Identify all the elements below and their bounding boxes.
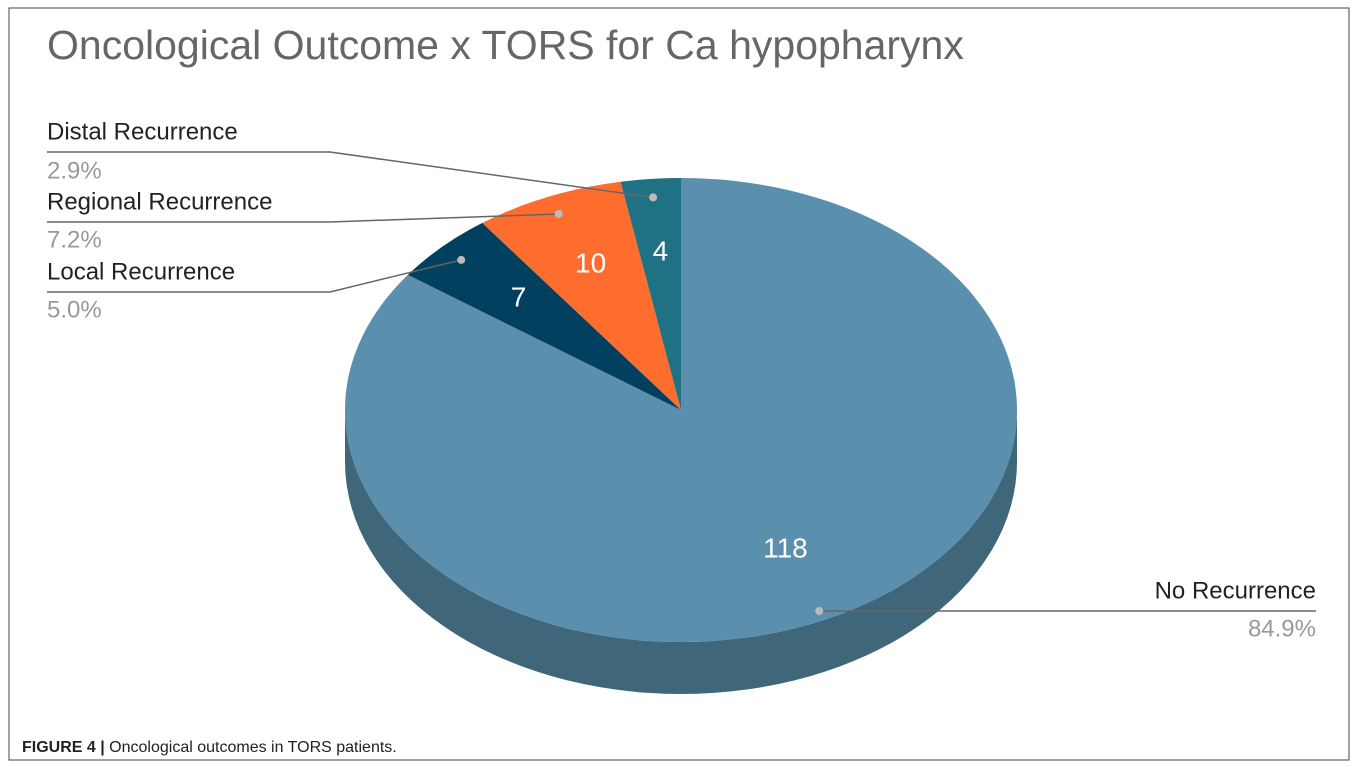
pie-slice (482, 181, 681, 410)
leader-dot (554, 209, 563, 218)
slice-value-label: 4 (653, 235, 669, 266)
percent-label: 2.9% (47, 157, 102, 184)
pie-slice (407, 222, 681, 410)
leader-dot (649, 193, 658, 202)
pie-slice (620, 178, 681, 410)
caption: FIGURE 4 | Oncological outcomes in TORS … (22, 739, 397, 756)
slice-value-label: 10 (575, 248, 606, 279)
category-label: Regional Recurrence (47, 188, 272, 215)
slice-value-label: 7 (511, 281, 527, 312)
percent-label: 5.0% (47, 296, 102, 323)
percent-label: 84.9% (1248, 615, 1316, 642)
chart-title: Oncological Outcome x TORS for Ca hypoph… (47, 22, 964, 68)
leader-line (47, 213, 559, 223)
leader-line (47, 259, 462, 293)
category-label: Local Recurrence (47, 258, 235, 285)
category-label: Distal Recurrence (47, 118, 238, 145)
leader-dot (815, 607, 824, 615)
caption-label: FIGURE 4 | (22, 739, 105, 756)
leader-dot (457, 255, 466, 264)
slice-value-label: 118 (763, 533, 808, 564)
leader-line (47, 151, 654, 199)
percent-label: 7.2% (47, 226, 102, 253)
category-label: No Recurrence (1155, 577, 1316, 604)
pie-side (345, 410, 1017, 694)
caption-text: Oncological outcomes in TORS patients. (109, 739, 397, 756)
